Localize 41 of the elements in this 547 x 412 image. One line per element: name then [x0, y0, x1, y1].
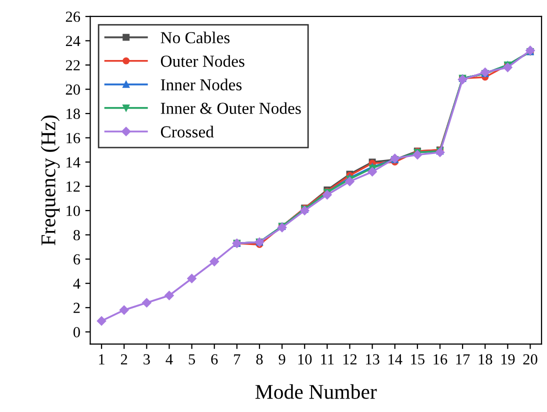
x-tick-label: 7	[234, 354, 240, 364]
x-tick-label: 11	[321, 354, 334, 364]
x-tick-label: 19	[501, 354, 515, 364]
y-tick-label: 22	[66, 60, 80, 70]
x-tick-label: 15	[411, 354, 424, 364]
y-tick-label: 20	[66, 84, 80, 95]
x-tick-label: 2	[120, 354, 128, 364]
y-tick-label: 14	[66, 157, 80, 168]
x-tick-label: 10	[298, 354, 312, 364]
y-tick-label: 2	[74, 302, 80, 313]
x-tick-label: 12	[343, 354, 357, 364]
y-tick-label: 10	[66, 206, 80, 216]
legend-label: Inner Nodes	[160, 78, 242, 90]
legend-label: Inner & Outer Nodes	[160, 102, 301, 114]
x-tick-label: 8	[256, 354, 263, 364]
y-axis-title: Frequency (Hz)	[40, 116, 60, 246]
y-tick-label: 4	[73, 278, 80, 289]
x-tick-label: 16	[434, 354, 448, 364]
y-tick-label: 8	[73, 230, 80, 240]
y-tick-label: 6	[74, 254, 80, 265]
x-tick-label: 17	[456, 354, 470, 364]
x-tick-label: 18	[478, 354, 492, 364]
legend-label: Crossed	[160, 126, 214, 138]
x-tick-label: 5	[188, 354, 196, 364]
x-tick-label: 20	[523, 354, 538, 364]
y-tick-label: 26	[66, 12, 80, 22]
x-tick-label: 9	[278, 354, 286, 364]
x-tick-label: 13	[366, 354, 380, 364]
x-tick-label: 1	[99, 354, 104, 364]
x-tick-label: 6	[211, 354, 218, 364]
y-tick-label: 24	[66, 36, 80, 46]
x-tick-label: 3	[144, 354, 150, 364]
y-tick-label: 16	[66, 132, 80, 144]
x-axis-title: Mode Number	[255, 384, 377, 399]
x-tick-label: 14	[388, 354, 402, 364]
y-tick-label: 18	[66, 108, 80, 119]
legend-label: Outer Nodes	[160, 55, 244, 67]
y-tick-label: 0	[73, 327, 80, 338]
y-tick-label: 12	[66, 182, 80, 192]
legend-label: No Cables	[160, 32, 230, 44]
x-tick-label: 4	[166, 354, 173, 364]
